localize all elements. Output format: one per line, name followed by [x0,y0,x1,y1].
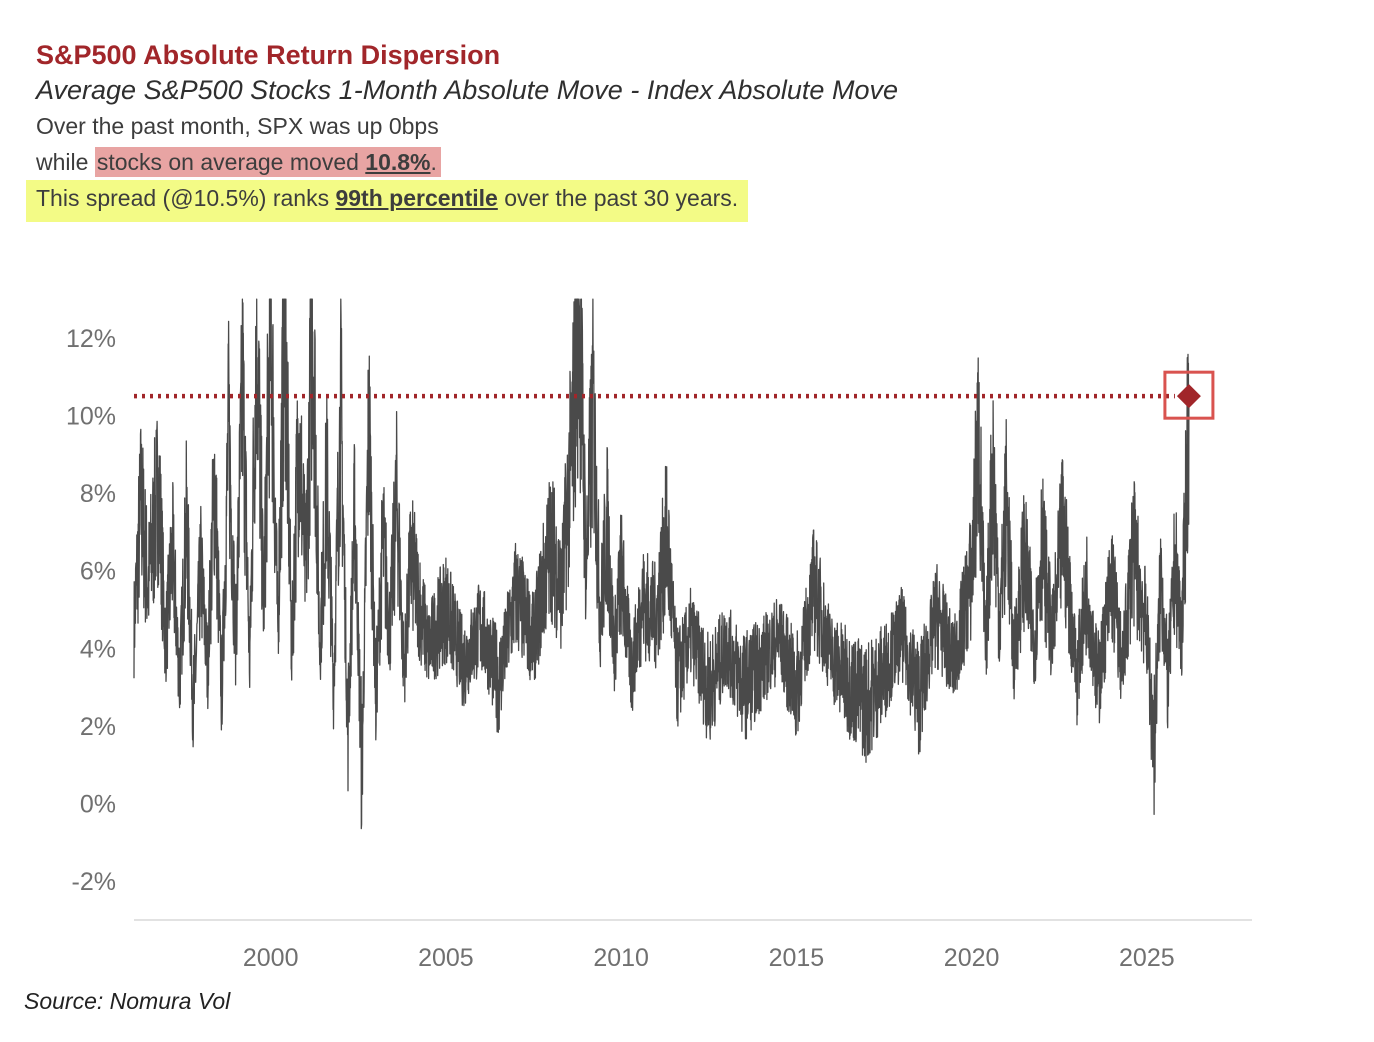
note-line-2-highlight: stocks on average moved [96,149,366,175]
note-line-2: while stocks on average moved 10.8%. [36,144,898,180]
latest-point-marker [1176,384,1201,409]
y-tick-label: 4% [80,635,116,663]
red-highlight: stocks on average moved 10.8%. [94,147,441,177]
chart-title: S&P500 Absolute Return Dispersion [36,40,501,70]
x-tick-label: 2020 [944,944,1000,972]
x-tick-label: 2025 [1119,944,1175,972]
yellow-highlight: This spread (@10.5%) ranks 99th percenti… [26,180,749,222]
note-line-2-suffix: . [430,149,437,175]
y-tick-label: 8% [80,480,116,508]
x-tick-label: 2015 [769,944,825,972]
note-line-3-suffix: over the past 30 years. [497,185,739,211]
x-tick-label: 2010 [593,944,649,972]
latest-point-box [1163,370,1215,420]
y-tick-label: 12% [66,325,116,353]
chart-header: S&P500 Absolute Return Dispersion Averag… [26,38,898,222]
note-line-2-prefix: while [36,149,95,175]
y-tick-label: 6% [80,558,116,586]
x-tick-label: 2005 [418,944,474,972]
note-line-1: Over the past month, SPX was up 0bps [36,113,439,139]
y-tick-label: 0% [80,790,116,818]
y-tick-label: 10% [66,403,116,431]
note-line-3-prefix: This spread (@10.5%) ranks [36,185,336,211]
y-tick-label: -2% [72,868,116,896]
percentile-value: 99th percentile [335,185,498,211]
y-tick-label: 2% [80,713,116,741]
dispersion-series-line [133,298,1190,830]
x-tick-label: 2000 [243,944,299,972]
average-move-value: 10.8% [365,149,431,175]
chart-subtitle: Average S&P500 Stocks 1-Month Absolute M… [36,75,898,105]
source-note: Source: Nomura Vol [24,988,231,1014]
